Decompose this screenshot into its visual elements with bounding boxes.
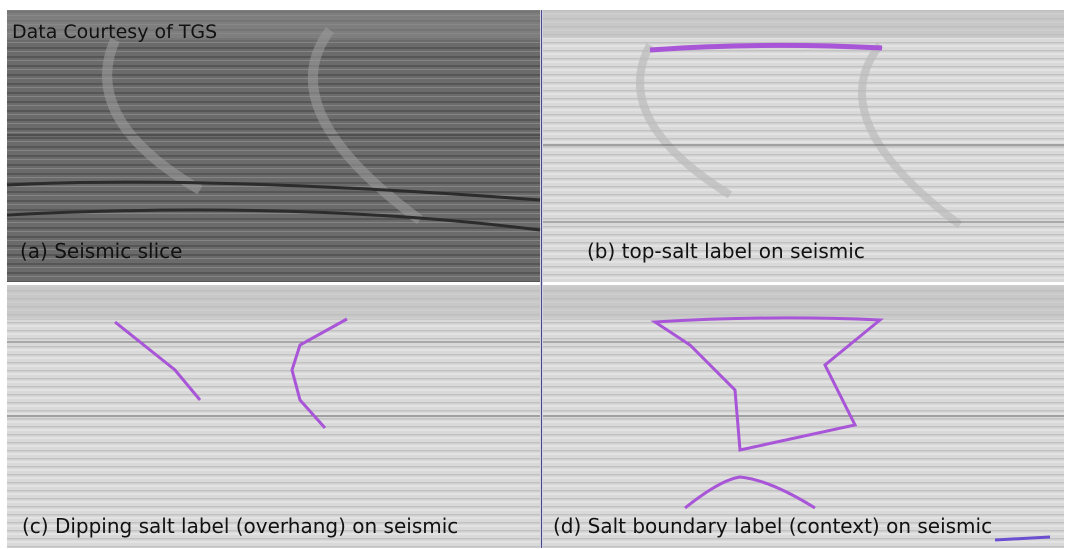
- figure-canvas: Data Courtesy of TGS (a) Seismic slice (…: [0, 0, 1069, 549]
- figure: Data Courtesy of TGS (a) Seismic slice (…: [0, 0, 1069, 549]
- panel-caption: (c) Dipping salt label (overhang) on sei…: [22, 514, 458, 538]
- panel-c: [7, 285, 540, 548]
- panel-caption: (a) Seismic slice: [20, 239, 182, 263]
- credit: Data Courtesy of TGS: [12, 21, 217, 43]
- panel-d: [543, 285, 1064, 548]
- panel-caption: (b) top-salt label on seismic: [587, 239, 865, 263]
- panel-caption: (d) Salt boundary label (context) on sei…: [553, 514, 992, 538]
